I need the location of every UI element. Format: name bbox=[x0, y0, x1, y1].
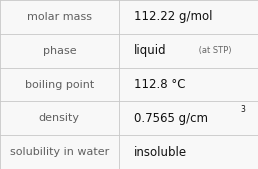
Text: 112.8 °C: 112.8 °C bbox=[134, 78, 186, 91]
Text: insoluble: insoluble bbox=[134, 146, 187, 159]
Text: phase: phase bbox=[43, 46, 76, 56]
Text: liquid: liquid bbox=[134, 44, 167, 57]
Text: molar mass: molar mass bbox=[27, 12, 92, 22]
Text: boiling point: boiling point bbox=[25, 79, 94, 90]
Text: 112.22 g/mol: 112.22 g/mol bbox=[134, 10, 213, 23]
Text: 3: 3 bbox=[240, 104, 245, 114]
Text: (at STP): (at STP) bbox=[196, 46, 232, 55]
Text: 0.7565 g/cm: 0.7565 g/cm bbox=[134, 112, 208, 125]
Text: density: density bbox=[39, 113, 80, 123]
Text: solubility in water: solubility in water bbox=[10, 147, 109, 157]
